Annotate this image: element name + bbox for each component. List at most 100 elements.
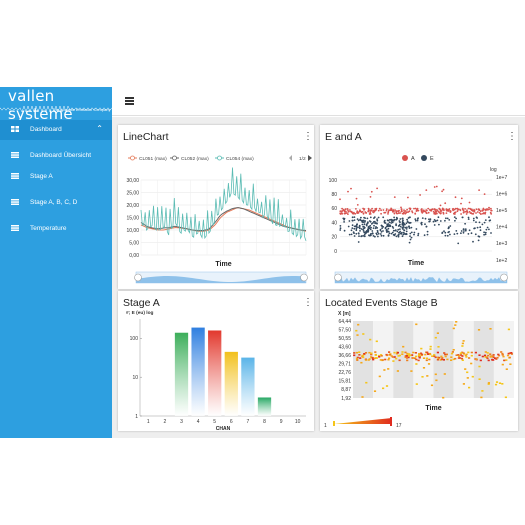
sidebar — [0, 87, 112, 438]
event-cell — [417, 354, 421, 357]
event-cell — [373, 390, 377, 392]
column-band — [353, 321, 374, 398]
data-point-e — [393, 234, 396, 237]
sidebar-item-stage-a[interactable]: Stage A — [0, 167, 112, 187]
y-tick-label: 29,71 — [338, 362, 351, 368]
data-point-a — [472, 212, 475, 215]
chevron-up-icon[interactable]: ⌃ — [96, 124, 103, 133]
sidebar-item-temperature[interactable]: Temperature — [0, 219, 112, 239]
data-point-a — [356, 204, 359, 206]
data-point-e — [374, 235, 376, 238]
event-cell — [506, 354, 510, 357]
event-cell — [481, 355, 484, 358]
event-cell — [487, 359, 490, 362]
data-point-a — [439, 208, 441, 211]
data-point-e — [351, 224, 354, 227]
data-point-a — [390, 208, 393, 210]
data-point-a — [369, 209, 372, 212]
data-point-a — [434, 209, 437, 211]
legend-marker — [217, 155, 222, 161]
data-point-e — [453, 233, 456, 235]
data-point-e — [476, 226, 479, 229]
data-point-a — [349, 209, 351, 211]
data-point-e — [365, 223, 368, 226]
event-cell — [505, 368, 508, 370]
data-point-e — [413, 233, 415, 236]
data-point-a — [400, 210, 403, 212]
data-point-a — [349, 210, 352, 213]
data-point-a — [387, 213, 389, 215]
data-point-a — [351, 212, 354, 215]
data-point-a — [422, 210, 424, 213]
data-point-e — [343, 229, 346, 232]
data-point-e — [410, 231, 413, 234]
data-point-a — [356, 212, 359, 214]
event-cell — [441, 357, 444, 359]
data-point-a — [375, 207, 378, 210]
event-cell — [384, 358, 387, 361]
data-point-e — [395, 216, 398, 219]
x-tick-label: 9 — [280, 419, 283, 425]
y-tick-label: 40 — [331, 220, 337, 226]
data-point-e — [490, 232, 492, 234]
sidebar-item-dashboard[interactable]: Dashboard ⌃ — [0, 120, 112, 140]
data-point-e — [441, 232, 444, 234]
data-point-a — [374, 209, 377, 212]
data-point-a — [456, 210, 459, 213]
data-point-e — [408, 227, 411, 229]
data-point-e — [351, 227, 354, 229]
bar — [191, 327, 205, 416]
event-cell — [360, 361, 363, 364]
data-point-e — [355, 232, 358, 235]
data-point-a — [459, 209, 462, 211]
data-point-e — [403, 222, 405, 225]
legend-label: CL054 (max) — [226, 156, 254, 162]
hamburger-icon[interactable] — [125, 97, 134, 105]
event-cell — [404, 351, 407, 354]
data-point-a — [461, 208, 464, 211]
data-point-a — [395, 212, 398, 215]
event-cell — [451, 351, 454, 353]
data-point-a — [445, 208, 448, 211]
event-cell — [363, 353, 366, 355]
event-cell — [480, 396, 483, 399]
sidebar-item-dashboard-uebersicht[interactable]: Dashboard Übersicht — [0, 146, 112, 166]
data-point-e — [374, 222, 376, 225]
series-line — [140, 207, 307, 231]
data-point-e — [417, 217, 419, 219]
y-tick-label: 15,00 — [126, 215, 139, 221]
data-point-a — [489, 211, 492, 214]
data-point-a — [476, 211, 479, 213]
data-point-e — [361, 219, 364, 222]
event-cell — [402, 345, 405, 348]
event-cell — [495, 358, 498, 360]
data-point-e — [357, 241, 360, 243]
event-cell — [494, 357, 497, 359]
data-point-a — [456, 207, 458, 210]
event-cell — [415, 323, 418, 326]
event-cell — [459, 354, 463, 356]
data-point-e — [355, 229, 358, 232]
event-cell — [492, 356, 495, 358]
data-point-e — [477, 239, 480, 242]
data-point-e — [389, 218, 392, 221]
data-point-e — [397, 228, 400, 231]
event-cell — [504, 396, 507, 399]
data-point-a — [479, 213, 482, 215]
data-point-e — [367, 221, 369, 224]
data-point-e — [402, 224, 405, 227]
data-point-a — [397, 212, 400, 215]
data-point-e — [424, 217, 427, 220]
x-tick-label: 1 — [147, 419, 150, 425]
y-tick-label: 5,00 — [129, 240, 139, 246]
data-point-a — [460, 213, 462, 215]
event-cell — [443, 352, 446, 354]
event-cell — [462, 383, 465, 385]
sidebar-item-stage-abcd[interactable]: Stage A, B, C, D — [0, 193, 112, 213]
event-cell — [486, 352, 489, 354]
data-point-e — [398, 231, 400, 234]
data-point-e — [371, 232, 374, 234]
data-point-a — [460, 202, 462, 205]
data-point-e — [474, 233, 477, 236]
y-tick-label: 0 — [334, 249, 337, 255]
